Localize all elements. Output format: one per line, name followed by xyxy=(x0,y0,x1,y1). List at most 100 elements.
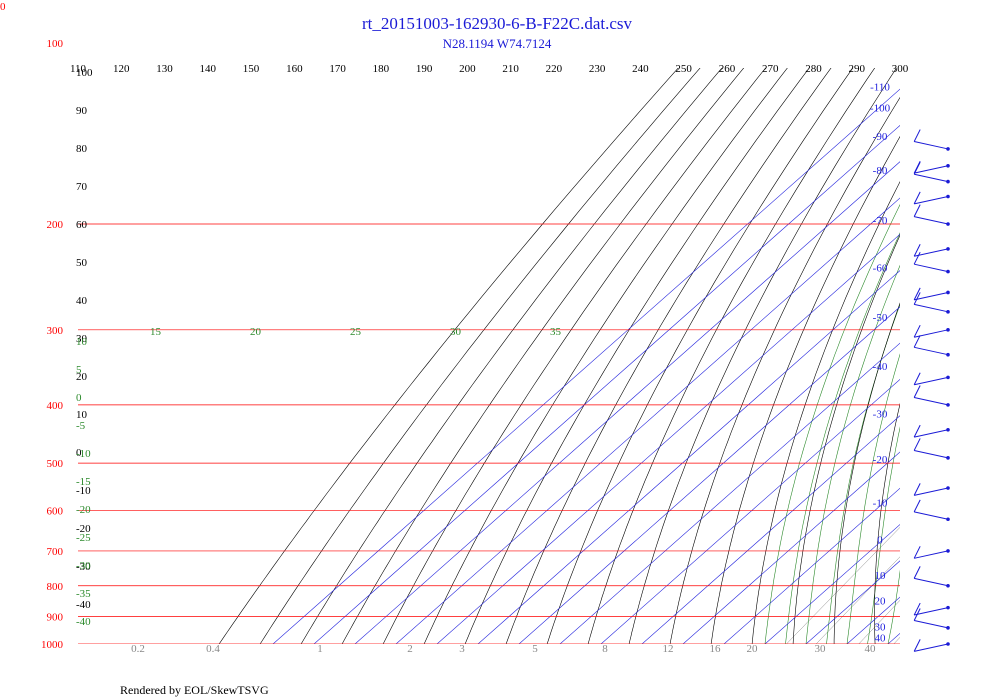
pressure-tick-1000: 1000 xyxy=(41,639,64,651)
chart-subtitle: N28.1194 W74.7124 xyxy=(443,36,552,51)
theta-tick-230: 230 xyxy=(589,63,606,75)
wind-barb-flag xyxy=(913,251,921,265)
theta-tick-200: 200 xyxy=(459,63,476,75)
wind-barb-staff xyxy=(914,487,949,496)
moist-adiabat--20 xyxy=(846,353,900,644)
wind-barb-staff xyxy=(914,173,949,183)
theta-side-label-20: 20 xyxy=(76,371,88,383)
dewpoint-point xyxy=(971,418,975,422)
isotherm--150 xyxy=(313,125,900,644)
dry-adiabat-110 xyxy=(259,68,701,644)
wind-barb-flag xyxy=(913,324,921,338)
isotherm-label--10: -10 xyxy=(873,497,888,509)
theta-tick-120: 120 xyxy=(113,63,130,75)
dry-adiabat-130 xyxy=(341,68,745,644)
pressure-tick-900: 900 xyxy=(47,612,64,624)
isotherm--70 xyxy=(641,415,900,644)
theta-side-label-90: 90 xyxy=(76,105,88,117)
mixing-ratio-label-20: 20 xyxy=(747,643,759,655)
pressure-tick-300: 300 xyxy=(47,325,64,337)
isotherm--160 xyxy=(272,88,900,644)
wind-barb-flag xyxy=(913,566,921,579)
mixing-ratio-1 xyxy=(858,599,900,644)
moist-adiabat-label-35: 35 xyxy=(550,326,562,338)
mixing-ratio-label-2: 2 xyxy=(407,643,413,655)
theta-tick-260: 260 xyxy=(719,63,736,75)
labels: 110 120 130 140 150 160 170 180 190 200 210 220 230 2… xyxy=(41,38,909,655)
wind-barb-staff xyxy=(914,303,949,313)
isotherm-label--100: -100 xyxy=(870,103,891,115)
mixing-ratio-label-40: 40 xyxy=(865,643,877,655)
moist-adiabat-label-5: 5 xyxy=(76,364,82,376)
moist-adiabat-label-30: 30 xyxy=(450,326,462,338)
theta-side-label--40: -40 xyxy=(76,599,91,611)
moist-adiabat-label--25: -25 xyxy=(76,532,91,544)
wind-barb-staff xyxy=(914,376,949,386)
pressure-tick-800: 800 xyxy=(47,581,64,593)
wind-barb-flag xyxy=(913,424,921,438)
wind-barb-flag xyxy=(913,292,921,305)
mixing-ratio-label-16: 16 xyxy=(710,643,722,655)
theta-side-label-50: 50 xyxy=(76,257,88,269)
wind-barb-staff xyxy=(914,607,949,616)
mixing-ratio-label-0.4: 0.4 xyxy=(206,643,220,655)
dewpoint-point xyxy=(989,458,993,462)
wind-barb-staff xyxy=(914,263,949,273)
theta-tick-110: 110 xyxy=(70,63,87,75)
dewpoint-point xyxy=(966,424,970,428)
isotherm-0 xyxy=(929,43,1000,644)
dry-adiabat-140 xyxy=(382,68,766,644)
wind-barb-flag xyxy=(913,335,921,348)
isotherm--90 xyxy=(559,342,900,644)
wind-barb-flag xyxy=(913,129,921,142)
isotherm-label--40: -40 xyxy=(873,361,888,373)
dry-adiabat-190 xyxy=(587,68,876,644)
dewpoint-profile xyxy=(963,222,1000,646)
wind-barb-flag xyxy=(913,483,921,496)
dewpoint-point xyxy=(966,468,970,472)
dry-adiabat-160 xyxy=(464,68,810,644)
moist-adiabat-label--30: -30 xyxy=(76,560,91,572)
mixing-ratio-label-8: 8 xyxy=(602,643,608,655)
isotherm-label--80: -80 xyxy=(873,165,888,177)
dry-adiabat-180 xyxy=(546,68,854,644)
dry-adiabats xyxy=(218,68,900,644)
theta-tick-210: 210 xyxy=(502,63,519,75)
moist-adiabat-label--5: -5 xyxy=(76,420,86,432)
isobars xyxy=(78,223,900,644)
dewpoint-point xyxy=(972,428,976,432)
moist-adiabat-5 xyxy=(950,43,1000,644)
wind-barb-flag xyxy=(913,191,921,205)
dewpoint-point xyxy=(976,463,980,467)
theta-tick-160: 160 xyxy=(286,63,303,75)
isotherm-label--70: -70 xyxy=(873,215,888,227)
pressure-tick-100: 100 xyxy=(47,38,64,50)
wind-barb-flag xyxy=(913,372,921,386)
mixing-ratio-label-12: 12 xyxy=(663,643,674,655)
dry-adiabat-120 xyxy=(300,68,723,644)
wind-barb-staff xyxy=(914,429,949,438)
theta-tick-170: 170 xyxy=(329,63,346,75)
isotherm--110 xyxy=(477,270,900,644)
moist-adiabat-15 xyxy=(991,43,1000,644)
wind-barb-staff xyxy=(914,643,949,652)
dewpoint-point xyxy=(984,459,988,463)
wind-barb-staff xyxy=(914,291,949,301)
wind-barbs xyxy=(913,129,950,652)
theta-tick-280: 280 xyxy=(805,63,822,75)
pressure-tick-700: 700 xyxy=(47,546,64,558)
isotherm--100 xyxy=(518,306,900,644)
dry-adiabat-170 xyxy=(505,68,832,644)
theta-tick-270: 270 xyxy=(762,63,779,75)
moist-adiabat-label--35: -35 xyxy=(76,588,91,600)
dewpoint-point xyxy=(987,432,991,436)
moist-adiabat-label--20: -20 xyxy=(76,504,91,516)
moist-adiabat--25 xyxy=(826,303,900,644)
isotherm--50 xyxy=(723,487,900,644)
theta-tick-290: 290 xyxy=(848,63,865,75)
dewpoint-point xyxy=(967,420,971,424)
theta-side-label-100: 100 xyxy=(76,67,93,79)
theta-tick-220: 220 xyxy=(546,63,563,75)
mixing-ratio-label-30: 30 xyxy=(815,643,827,655)
wind-barb-flag xyxy=(913,204,921,217)
